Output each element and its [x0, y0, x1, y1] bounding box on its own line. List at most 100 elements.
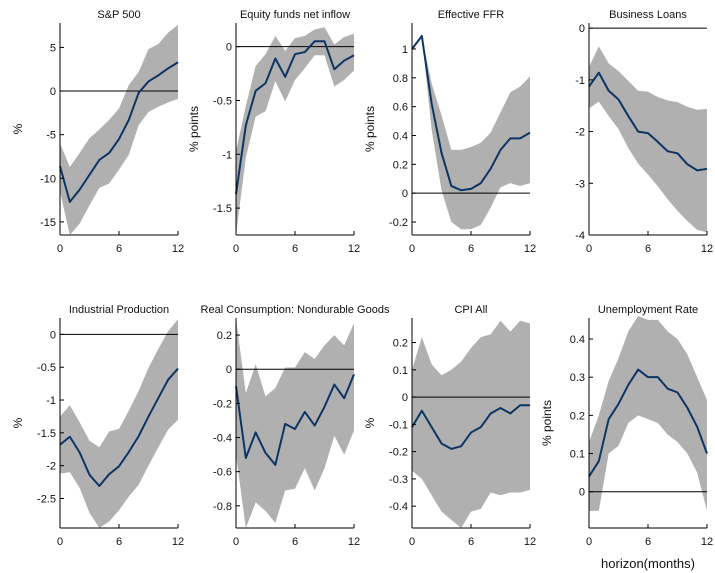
panel-title: Unemployment Rate	[598, 304, 698, 316]
y-tick-label: -0.8	[213, 501, 232, 513]
y-axis-label: %	[11, 123, 25, 134]
y-tick-label: -0.3	[389, 474, 408, 486]
y-tick-label: -0.4	[389, 501, 408, 513]
y-tick-label: 0.1	[393, 365, 408, 377]
x-tick-label: 6	[116, 243, 122, 255]
y-tick-label: -1.5	[37, 428, 56, 440]
y-tick-label: -0.1	[389, 419, 408, 431]
y-tick-label: -10	[40, 173, 56, 185]
chart-panel-7: 0 0.1 0.2 0.3 0.4 0 6 12 Unemployment Rate % poin…	[540, 304, 713, 548]
impulse-response-line	[59, 61, 179, 203]
figure-x-axis-label: horizon(months)	[601, 556, 695, 571]
y-tick-label: 0	[579, 23, 585, 35]
chart-panel-5: -0.8 -0.6 -0.4 -0.2 0 0.2 0 6 12 Real Consumption…	[201, 304, 390, 548]
y-tick-label: 0.1	[570, 449, 585, 461]
y-tick-label: 0.2	[393, 159, 408, 171]
y-axis-label: %	[363, 417, 377, 428]
y-tick-label: 1	[402, 44, 408, 56]
x-tick-label: 0	[57, 536, 63, 548]
impulse-response-line	[588, 368, 708, 477]
chart-panel-0: -15 -10 -5 0 5 0 6 12 S&P 500%	[11, 9, 184, 255]
y-tick-label: -1	[575, 75, 585, 87]
x-tick-label: 0	[57, 243, 63, 255]
x-tick-label: 0	[233, 536, 239, 548]
x-tick-label: 0	[233, 243, 239, 255]
x-tick-label: 12	[348, 536, 360, 548]
y-tick-label: 5	[50, 42, 56, 54]
y-tick-label: -2.5	[37, 493, 56, 505]
y-tick-label: 0.2	[217, 330, 232, 342]
x-tick-label: 6	[116, 536, 122, 548]
confidence-band	[589, 316, 707, 511]
confidence-band	[236, 27, 354, 235]
y-tick-label: 0.3	[570, 372, 585, 384]
y-tick-label: -0.2	[213, 398, 232, 410]
y-tick-label: 0.2	[393, 338, 408, 350]
y-tick-label: -4	[575, 230, 585, 242]
y-tick-label: -2	[575, 127, 585, 139]
x-tick-label: 0	[409, 243, 415, 255]
y-tick-label: 0.4	[570, 334, 585, 346]
y-tick-label: -0.6	[213, 467, 232, 479]
x-tick-label: 6	[645, 536, 651, 548]
confidence-band	[60, 24, 178, 235]
panel-title: S&P 500	[97, 9, 140, 21]
y-tick-label: 0	[226, 364, 232, 376]
y-tick-label: 0	[579, 487, 585, 499]
x-tick-label: 12	[524, 243, 536, 255]
x-tick-label: 12	[348, 243, 360, 255]
x-tick-label: 6	[468, 536, 474, 548]
chart-panel-1: -1.5 -1 -0.5 0 0 6 12 Equity funds net inflow % …	[187, 9, 360, 255]
y-tick-label: -1.5	[213, 203, 232, 215]
y-axis-label: % points	[540, 400, 554, 446]
chart-panel-3: -4 -3 -2 -1 0 0 6 12 Business Loans	[575, 9, 713, 255]
x-tick-label: 0	[586, 243, 592, 255]
impulse-response-line	[59, 367, 179, 487]
y-tick-label: -0.4	[213, 433, 232, 445]
y-tick-label: 0	[402, 188, 408, 200]
panel-title: Real Consumption: Nondurable Goods	[201, 304, 390, 316]
y-tick-label: -5	[46, 130, 56, 142]
chart-panel-2: -0.2 0 0.2 0.4 0.6 0.8 1 0 6 12 Effective FFR % poi…	[363, 9, 536, 255]
impulse-response-line	[235, 40, 355, 195]
confidence-band	[589, 46, 707, 233]
panel-title: Industrial Production	[69, 304, 169, 316]
y-tick-label: 0.6	[393, 102, 408, 114]
impulse-response-line	[411, 34, 531, 192]
x-tick-label: 12	[172, 243, 184, 255]
y-axis-label: % points	[187, 106, 201, 152]
y-tick-label: -3	[575, 178, 585, 190]
chart-panel-4: -2.5 -2 -1.5 -1 -0.5 0 0 6 12 Industrial Producti…	[11, 304, 184, 548]
x-tick-label: 12	[701, 536, 713, 548]
chart-panel-6: -0.4 -0.3 -0.2 -0.1 0 0.1 0.2 0 6 12 CPI All%	[363, 304, 536, 548]
x-tick-label: 12	[524, 536, 536, 548]
y-tick-label: -1	[46, 395, 56, 407]
confidence-band	[236, 318, 354, 528]
x-tick-label: 6	[292, 536, 298, 548]
impulse-response-line	[411, 404, 530, 450]
impulse-response-line	[235, 373, 355, 466]
confidence-band	[412, 320, 530, 528]
y-tick-label: 0.8	[393, 73, 408, 85]
x-tick-label: 6	[468, 243, 474, 255]
y-tick-label: 0	[50, 86, 56, 98]
x-tick-label: 12	[172, 536, 184, 548]
y-axis-label: %	[11, 417, 25, 428]
y-tick-label: 0	[226, 42, 232, 54]
panel-title: Equity funds net inflow	[240, 9, 350, 21]
x-tick-label: 12	[701, 243, 713, 255]
x-tick-label: 0	[586, 536, 592, 548]
y-tick-label: -15	[40, 217, 56, 229]
panel-title: CPI All	[454, 304, 487, 316]
y-tick-label: 0.4	[393, 130, 408, 142]
y-axis-label: % points	[363, 106, 377, 152]
confidence-band	[60, 319, 178, 528]
y-tick-label: 0	[402, 392, 408, 404]
impulse-response-line	[588, 71, 708, 172]
y-tick-label: 0	[50, 329, 56, 341]
y-tick-label: -0.2	[389, 447, 408, 459]
y-tick-label: -0.5	[37, 362, 56, 374]
y-tick-label: -2	[46, 461, 56, 473]
